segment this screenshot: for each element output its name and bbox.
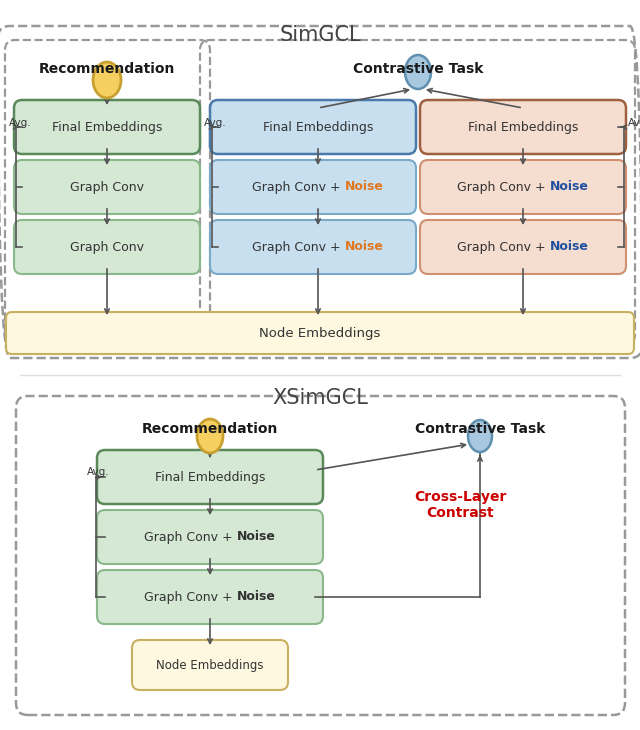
- Ellipse shape: [197, 419, 223, 453]
- Text: Graph Conv +: Graph Conv +: [144, 531, 237, 544]
- Ellipse shape: [93, 62, 121, 98]
- Text: Graph Conv +: Graph Conv +: [457, 180, 550, 193]
- Text: Noise: Noise: [345, 180, 384, 193]
- Text: Graph Conv +: Graph Conv +: [457, 240, 550, 253]
- Text: Cross-Layer
Contrast: Cross-Layer Contrast: [414, 490, 506, 520]
- Text: Contrastive Task: Contrastive Task: [415, 422, 545, 436]
- Text: Final Embeddings: Final Embeddings: [468, 120, 578, 134]
- FancyBboxPatch shape: [420, 160, 626, 214]
- Text: Recommendation: Recommendation: [39, 62, 175, 76]
- Text: Noise: Noise: [550, 240, 589, 253]
- Text: Recommendation: Recommendation: [142, 422, 278, 436]
- Ellipse shape: [468, 420, 492, 452]
- Text: Avg.: Avg.: [9, 118, 31, 128]
- Text: Contrastive Task: Contrastive Task: [353, 62, 483, 76]
- Text: Graph Conv: Graph Conv: [70, 240, 144, 253]
- Text: Graph Conv +: Graph Conv +: [144, 591, 237, 604]
- FancyBboxPatch shape: [97, 570, 323, 624]
- Text: Graph Conv +: Graph Conv +: [252, 180, 345, 193]
- FancyBboxPatch shape: [210, 160, 416, 214]
- Text: Avg.: Avg.: [204, 118, 227, 128]
- Ellipse shape: [405, 55, 431, 89]
- FancyBboxPatch shape: [420, 220, 626, 274]
- FancyBboxPatch shape: [6, 312, 634, 354]
- Text: Avg.: Avg.: [87, 467, 109, 477]
- Text: Final Embeddings: Final Embeddings: [263, 120, 373, 134]
- FancyBboxPatch shape: [14, 160, 200, 214]
- Text: SimGCL: SimGCL: [279, 25, 361, 45]
- Text: Noise: Noise: [237, 531, 276, 544]
- FancyBboxPatch shape: [132, 640, 288, 690]
- FancyBboxPatch shape: [420, 100, 626, 154]
- Text: Avg.: Avg.: [628, 118, 640, 128]
- Text: XSimGCL: XSimGCL: [272, 388, 368, 408]
- Text: Node Embeddings: Node Embeddings: [259, 326, 381, 339]
- FancyBboxPatch shape: [210, 220, 416, 274]
- Text: Graph Conv +: Graph Conv +: [252, 240, 345, 253]
- Text: Noise: Noise: [550, 180, 589, 193]
- FancyBboxPatch shape: [14, 100, 200, 154]
- Text: Final Embeddings: Final Embeddings: [52, 120, 162, 134]
- Text: Noise: Noise: [345, 240, 384, 253]
- Text: Noise: Noise: [237, 591, 276, 604]
- FancyBboxPatch shape: [97, 510, 323, 564]
- FancyBboxPatch shape: [97, 450, 323, 504]
- Text: Node Embeddings: Node Embeddings: [156, 658, 264, 672]
- Text: Graph Conv: Graph Conv: [70, 180, 144, 193]
- Text: Final Embeddings: Final Embeddings: [155, 471, 265, 483]
- FancyBboxPatch shape: [210, 100, 416, 154]
- FancyBboxPatch shape: [14, 220, 200, 274]
